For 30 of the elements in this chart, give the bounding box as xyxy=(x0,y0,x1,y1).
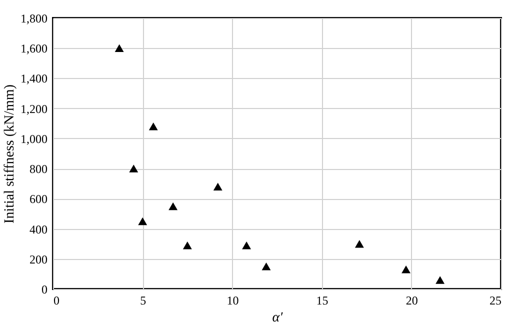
y-tick-label: 400 xyxy=(30,222,48,236)
x-tick-label: 25 xyxy=(490,294,502,308)
point xyxy=(213,182,222,190)
x-tick-label: 15 xyxy=(316,294,328,308)
point xyxy=(402,266,410,274)
point xyxy=(262,262,271,270)
y-tick-label: 1,000 xyxy=(20,132,48,146)
point xyxy=(242,241,252,250)
x-axis-title: α′ xyxy=(272,310,284,326)
x-tick-label: 5 xyxy=(140,294,146,308)
point xyxy=(129,164,138,172)
point xyxy=(148,122,158,130)
point xyxy=(436,276,445,284)
y-tick-label: 1,600 xyxy=(20,42,48,56)
y-tick-label: 1,800 xyxy=(20,12,48,26)
y-tick-label: 0 xyxy=(42,282,48,296)
point xyxy=(168,202,178,210)
y-tick-label: 600 xyxy=(30,192,48,206)
y-tick-label: 1,400 xyxy=(20,72,48,86)
y-axis-title: Initial stiffness (kN/mm) xyxy=(2,84,18,224)
point xyxy=(182,241,192,250)
y-tick-label: 1,200 xyxy=(20,102,48,116)
y-tick-label: 200 xyxy=(30,252,48,266)
x-tick-label: 10 xyxy=(226,294,239,308)
x-tick-label: 20 xyxy=(406,294,418,308)
point xyxy=(138,217,148,226)
x-tick-label: 0 xyxy=(54,294,60,308)
y-tick-label: 800 xyxy=(30,162,48,176)
point xyxy=(114,44,124,52)
point xyxy=(354,240,364,248)
